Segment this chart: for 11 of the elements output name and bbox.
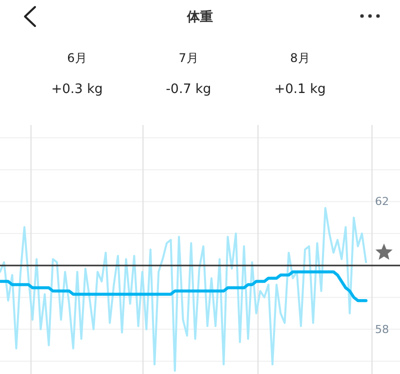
text: 6月 — [67, 51, 87, 65]
text: 7月 — [178, 51, 198, 65]
line-series — [0, 270, 368, 302]
text: 8月 — [290, 51, 310, 65]
y-tick-label: 58 — [375, 322, 389, 336]
text: -0.7 kg — [166, 82, 212, 97]
line-series — [0, 207, 367, 372]
text: +0.3 kg — [51, 82, 103, 97]
y-tick-label: 62 — [375, 195, 389, 208]
text: +0.1 kg — [274, 82, 326, 97]
chart-title: 体重 — [186, 9, 213, 25]
